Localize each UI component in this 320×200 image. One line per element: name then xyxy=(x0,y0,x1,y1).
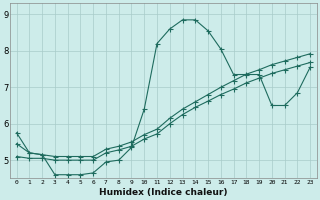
X-axis label: Humidex (Indice chaleur): Humidex (Indice chaleur) xyxy=(99,188,228,197)
